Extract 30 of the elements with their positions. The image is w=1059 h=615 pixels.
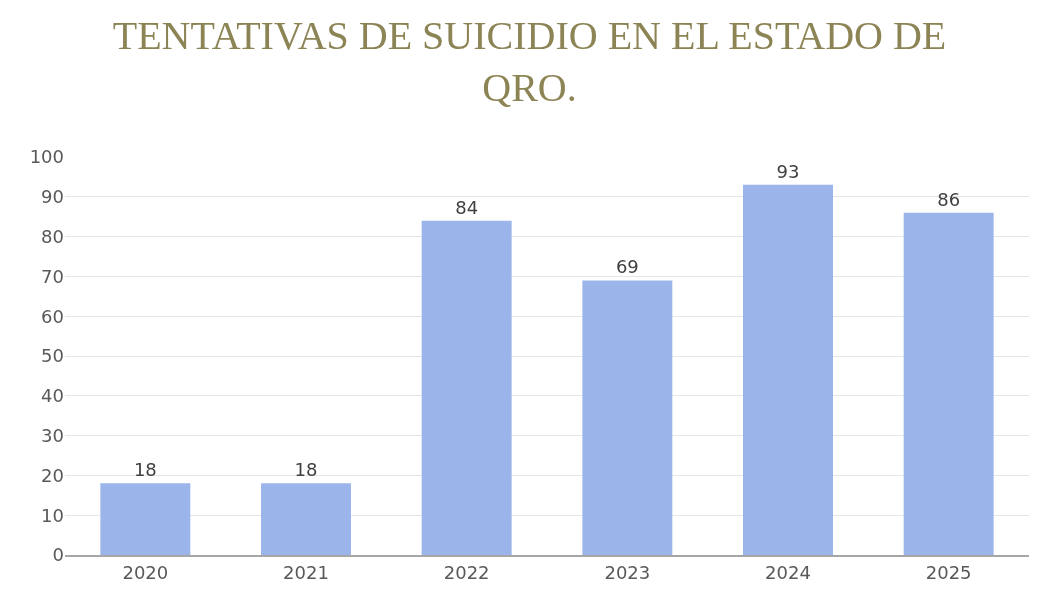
data-label: 84 bbox=[455, 196, 479, 218]
bar bbox=[100, 483, 191, 555]
y-tick-label: 10 bbox=[41, 504, 64, 526]
data-label: 18 bbox=[133, 459, 157, 481]
x-tick-label: 2021 bbox=[283, 561, 329, 583]
y-tick-label: 100 bbox=[29, 146, 64, 168]
bar bbox=[261, 483, 351, 555]
bar bbox=[903, 212, 994, 555]
data-label: 93 bbox=[776, 160, 800, 182]
y-tick-label: 40 bbox=[41, 385, 64, 407]
y-tick-label: 20 bbox=[41, 464, 64, 486]
bar bbox=[582, 280, 673, 555]
chart-title: TENTATIVAS DE SUICIDIO EN EL ESTADO DE QRO. bbox=[112, 13, 947, 111]
bar bbox=[421, 220, 512, 555]
y-tick-label: 50 bbox=[41, 345, 64, 367]
x-tick-label: 2022 bbox=[443, 561, 490, 583]
data-label: 18 bbox=[294, 459, 318, 481]
x-tick-label: 2025 bbox=[925, 561, 972, 583]
y-tick-label: 70 bbox=[41, 265, 64, 287]
bar bbox=[743, 184, 833, 555]
y-tick-label: 0 bbox=[52, 544, 64, 566]
data-label: 69 bbox=[615, 256, 639, 278]
y-tick-label: 60 bbox=[41, 305, 64, 327]
x-tick-label: 2024 bbox=[765, 561, 811, 583]
y-tick-label: 30 bbox=[41, 424, 64, 446]
y-tick-label: 80 bbox=[41, 225, 64, 247]
data-label: 86 bbox=[937, 188, 961, 210]
y-tick-label: 90 bbox=[41, 186, 64, 208]
x-tick-label: 2020 bbox=[122, 561, 169, 583]
x-tick-label: 2023 bbox=[604, 561, 651, 583]
